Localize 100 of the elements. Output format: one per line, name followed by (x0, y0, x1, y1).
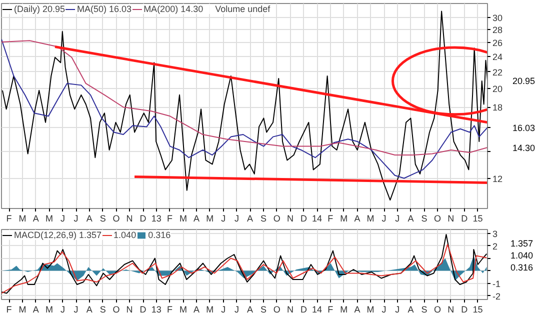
x-tick-label: M (366, 304, 374, 314)
legend-label: (Daily) 20.95 (14, 4, 66, 14)
y-tick-label: 22 (492, 67, 503, 78)
x-tick-label: J (395, 214, 400, 224)
y-tick-label: 18 (492, 102, 503, 113)
x-tick-label: F (6, 214, 12, 224)
x-tick-label: F (166, 304, 173, 314)
x-tick-label: M (18, 304, 26, 314)
x-tick-label: A (408, 304, 414, 314)
legend-label: 1.040 (114, 230, 136, 240)
y-tick-label: 20 (492, 84, 503, 94)
x-tick-label: M (45, 304, 53, 314)
x-tick-label: O (434, 214, 442, 224)
annotation: Volume undef (215, 4, 270, 14)
line-series (2, 244, 488, 294)
y-tick-label: 2 (492, 241, 498, 252)
x-tick-label: J (74, 214, 78, 224)
x-tick-label: M (179, 214, 187, 224)
x-tick-label: O (273, 214, 280, 224)
x-tick-label: D (300, 214, 308, 224)
x-tick-label: 14 (312, 214, 322, 224)
x-tick-label: S (100, 214, 106, 224)
y-tick-label: -2 (492, 291, 501, 302)
text: 1.040 (510, 250, 534, 260)
x-tick-label: S (421, 214, 428, 224)
legend-label: MACD(12,26,9) 1.357 (14, 230, 102, 240)
text: 20.95 (512, 76, 536, 86)
x-tick-label: M (340, 304, 348, 314)
x-tick-label: A (408, 214, 414, 224)
y-tick-label: 3 (492, 228, 498, 239)
x-tick-label: D (461, 304, 468, 314)
x-tick-label: F (328, 304, 334, 314)
x-tick-label: A (86, 304, 92, 314)
x-tick-label: A (194, 304, 200, 314)
x-tick-label: O (434, 304, 442, 314)
x-tick-label: A (32, 214, 39, 224)
x-tick-label: N (126, 304, 133, 314)
x-tick-label: M (340, 214, 348, 224)
y-tick-label: 12 (492, 174, 503, 184)
x-tick-label: J (382, 214, 386, 224)
x-tick-label: J (234, 304, 239, 314)
y-tick-label: 28 (492, 25, 503, 36)
x-tick-label: J (382, 304, 386, 314)
x-tick-label: N (448, 304, 454, 314)
line-series (2, 38, 488, 179)
x-tick-label: N (126, 214, 133, 224)
x-tick-label: F (328, 214, 334, 224)
x-tick-label: D (461, 214, 468, 224)
x-tick-label: D (140, 214, 147, 224)
x-tick-label: F (6, 304, 12, 314)
legend-label: 0.316 (148, 230, 171, 240)
text: 1.357 (510, 238, 534, 248)
x-tick-label: 14 (312, 304, 322, 314)
x-tick-label: O (112, 214, 120, 224)
x-tick-label: A (32, 304, 39, 314)
x-tick-label: 15 (472, 214, 483, 224)
y-tick-label: 26 (492, 38, 503, 48)
x-tick-label: N (286, 214, 294, 224)
x-tick-label: M (179, 304, 187, 314)
x-tick-label: M (366, 214, 374, 224)
x-tick-label: J (395, 304, 400, 314)
x-tick-label: D (140, 304, 147, 314)
x-tick-label: S (260, 304, 267, 314)
x-tick-label: O (273, 304, 280, 314)
x-tick-label: M (18, 214, 26, 224)
x-tick-label: N (448, 214, 454, 224)
x-tick-label: A (354, 304, 360, 314)
x-tick-label: S (100, 304, 106, 314)
x-tick-label: J (234, 214, 239, 224)
x-tick-label: A (194, 214, 200, 224)
text: 14.30 (512, 143, 536, 154)
x-tick-label: S (260, 214, 267, 224)
x-tick-label: J (60, 214, 65, 224)
x-tick-label: 13 (151, 304, 162, 314)
x-tick-label: D (300, 304, 308, 314)
x-tick-label: F (166, 214, 173, 224)
legend-label: MA(200) 14.30 (144, 4, 204, 14)
x-tick-label: J (74, 304, 78, 314)
x-tick-label: 15 (472, 304, 483, 314)
x-tick-label: J (221, 214, 226, 224)
x-tick-label: M (206, 214, 214, 224)
x-tick-label: 13 (151, 214, 162, 224)
text: 16.03 (512, 122, 536, 133)
x-tick-label: M (45, 214, 53, 224)
x-tick-label: J (221, 304, 226, 314)
legend-label: MA(50) 16.03 (77, 4, 132, 14)
x-tick-label: A (247, 304, 254, 314)
x-tick-label: A (354, 214, 360, 224)
x-tick-label: A (247, 214, 254, 224)
x-tick-label: M (206, 304, 214, 314)
y-tick-label: 24 (492, 52, 503, 62)
text: 0.316 (510, 262, 534, 272)
y-tick-label: 30 (492, 13, 503, 24)
x-tick-label: S (421, 304, 428, 314)
line-series (2, 40, 488, 156)
y-tick-label: -1 (492, 278, 501, 289)
x-tick-label: N (286, 304, 294, 314)
x-tick-label: O (112, 304, 120, 314)
x-tick-label: A (86, 214, 92, 224)
x-tick-label: J (60, 304, 65, 314)
